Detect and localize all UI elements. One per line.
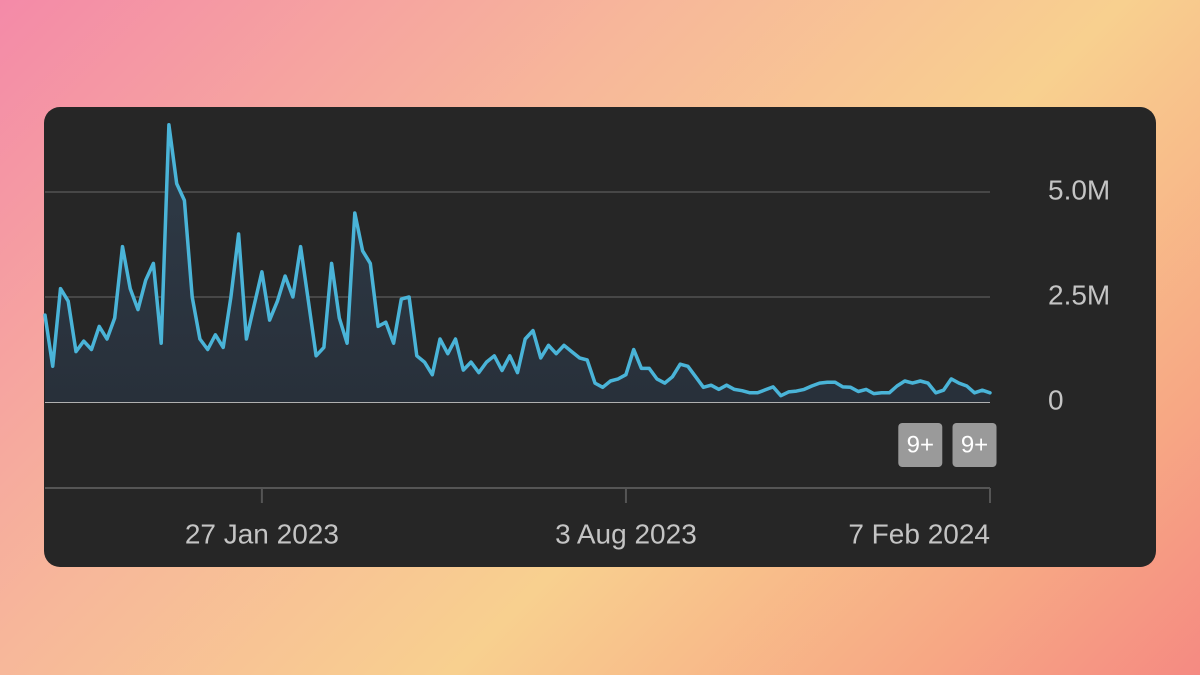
annotation-badge	[952, 423, 997, 467]
x-tick-label: 7 Feb 2024	[848, 518, 990, 549]
chart-card	[44, 107, 1156, 567]
x-tick-label: 27 Jan 2023	[185, 518, 339, 549]
annotation-label: 9+	[961, 431, 988, 458]
y-tick-label: 5.0M	[1048, 174, 1110, 205]
annotation-badge	[898, 423, 943, 467]
y-tick-label: 0	[1048, 384, 1064, 415]
annotation-label: 9+	[907, 431, 934, 458]
area	[45, 124, 990, 403]
y-tick-label: 2.5M	[1048, 279, 1110, 310]
x-tick-label: 3 Aug 2023	[555, 518, 697, 549]
line	[43, 123, 992, 398]
